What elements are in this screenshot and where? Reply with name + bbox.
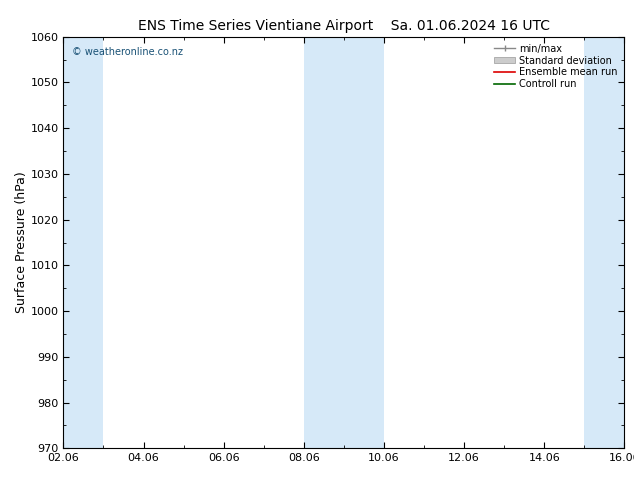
Text: © weatheronline.co.nz: © weatheronline.co.nz [72,47,183,57]
Legend: min/max, Standard deviation, Ensemble mean run, Controll run: min/max, Standard deviation, Ensemble me… [492,42,619,91]
Bar [63,37,103,448]
Bar [585,37,624,448]
Title: ENS Time Series Vientiane Airport    Sa. 01.06.2024 16 UTC: ENS Time Series Vientiane Airport Sa. 01… [138,19,550,33]
Bar [304,37,384,448]
Y-axis label: Surface Pressure (hPa): Surface Pressure (hPa) [15,172,28,314]
